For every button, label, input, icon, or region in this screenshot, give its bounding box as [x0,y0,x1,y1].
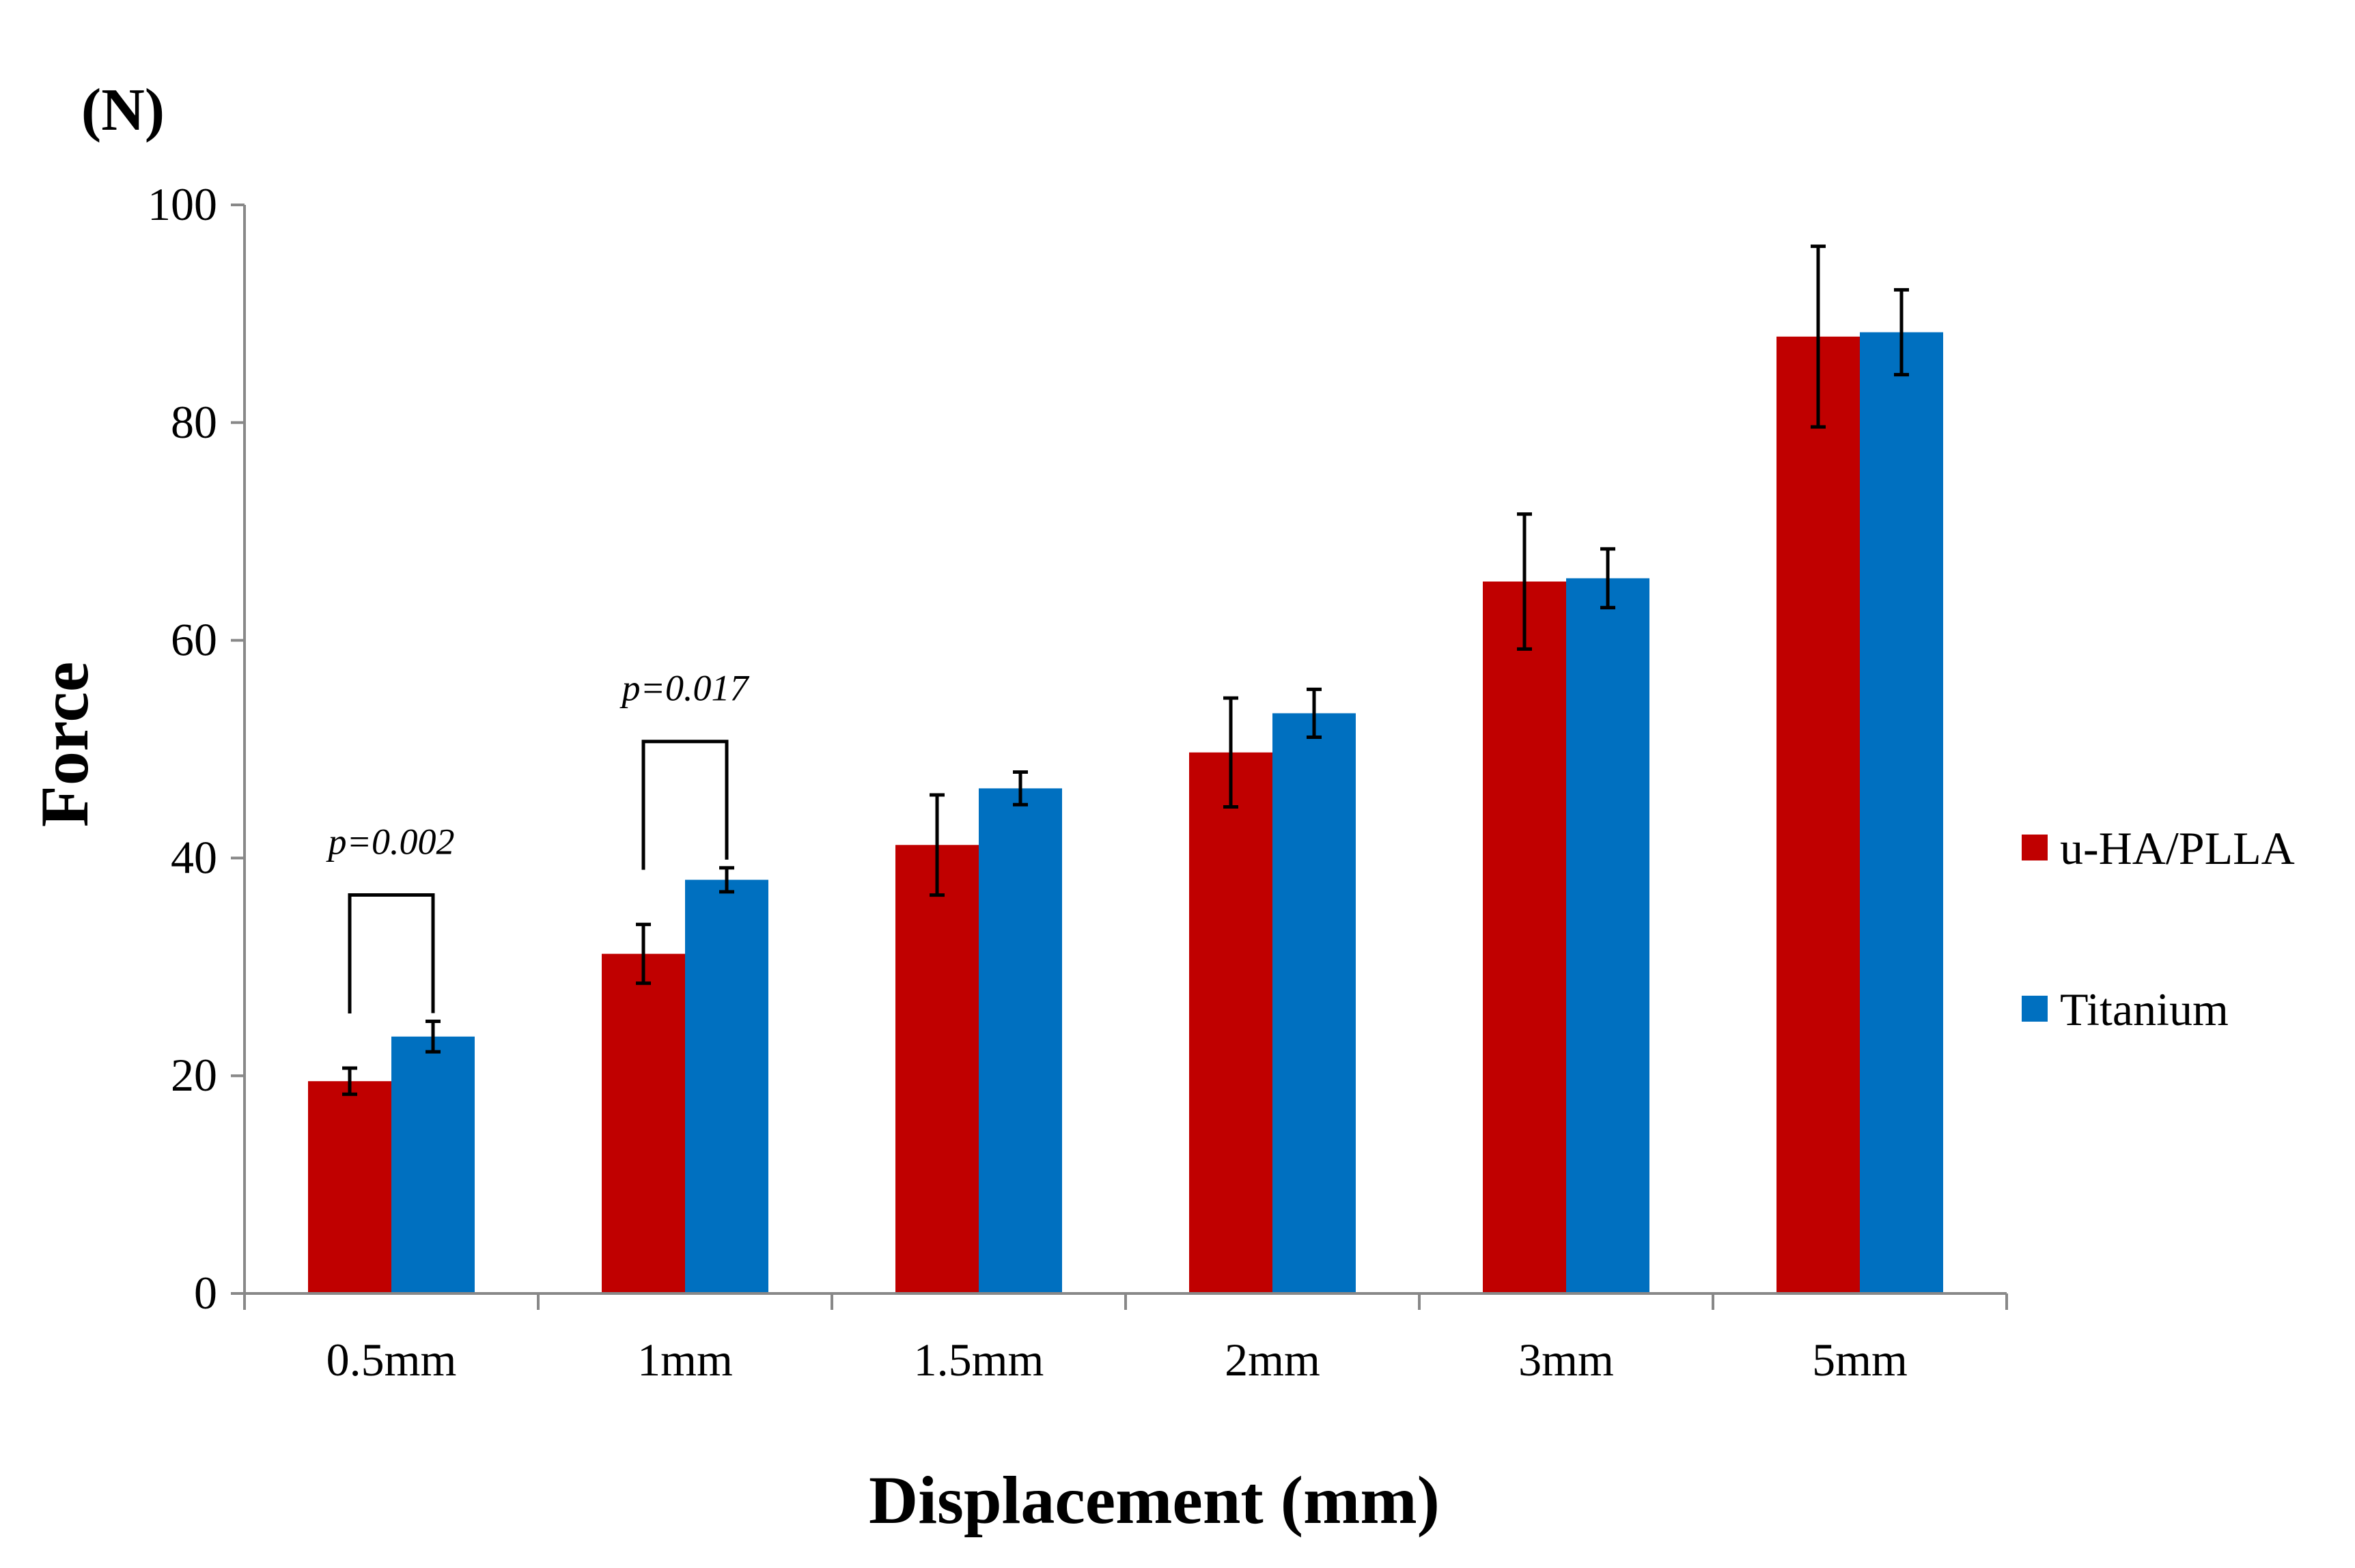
p-value-bracket-1mm [641,740,729,870]
y-tick-label-80: 80 [171,396,217,448]
legend-swatch-u-ha-plla [2022,835,2048,860]
x-tick-label-1mm: 1mm [637,1334,733,1386]
bar-u-ha-plla-1-5mm [895,845,979,1293]
x-axis-title: Displacement (mm) [869,1462,1440,1538]
axes [231,204,2008,1310]
x-tick-label-3mm: 3mm [1518,1334,1614,1386]
bar-titanium-0-5mm [391,1036,475,1293]
y-unit-label: (N) [81,77,165,143]
x-tick-label-0-5mm: 0.5mm [326,1334,457,1386]
bar-titanium-1-5mm [979,788,1062,1293]
bar-u-ha-plla-0-5mm [308,1081,391,1293]
x-tick-label-2mm: 2mm [1225,1334,1320,1386]
bar-u-ha-plla-3mm [1483,581,1566,1294]
bar-titanium-1mm [685,880,768,1293]
legend: u-HA/PLLA Titanium [2022,822,2295,1035]
y-tick-label-40: 40 [171,831,217,883]
legend-swatch-titanium [2022,996,2048,1022]
x-tick-label-1-5mm: 1.5mm [914,1334,1044,1386]
p-value-label-1mm: p=0.017 [619,668,750,709]
bars-layer [308,332,1943,1294]
legend-label-u-ha-plla: u-HA/PLLA [2060,822,2295,874]
bar-u-ha-plla-2mm [1189,752,1272,1293]
legend-label-titanium: Titanium [2060,983,2229,1035]
p-value-bracket-0-5mm [348,893,435,1014]
y-tick-labels: 0 20 40 60 80 100 [148,178,217,1319]
p-value-label-0-5mm: p=0.002 [326,822,455,863]
bar-titanium-3mm [1566,578,1649,1294]
bar-titanium-5mm [1860,332,1943,1293]
bar-u-ha-plla-5mm [1776,336,1860,1293]
bar-u-ha-plla-1mm [602,953,685,1293]
x-tick-label-5mm: 5mm [1812,1334,1908,1386]
x-tick-labels: 0.5mm 1mm 1.5mm 2mm 3mm 5mm [326,1334,1908,1386]
y-tick-label-20: 20 [171,1049,217,1101]
significance-annotations: p=0.002 p=0.017 [326,668,750,1014]
bar-titanium-2mm [1272,713,1356,1293]
y-tick-label-100: 100 [148,178,217,230]
y-tick-label-0: 0 [194,1267,217,1319]
y-axis-title: Force [27,662,102,827]
error-bars-layer [342,244,1909,1096]
y-tick-label-60: 60 [171,614,217,666]
